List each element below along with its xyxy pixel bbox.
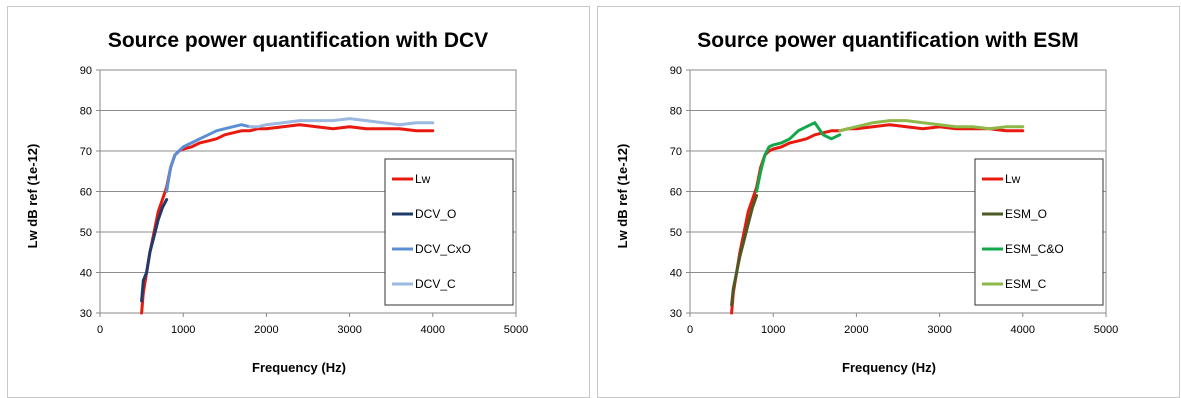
legend — [384, 158, 514, 306]
y-tick-label: 30 — [80, 308, 92, 320]
chart-panel-dcv: Source power quantification with DCV Fre… — [7, 6, 590, 398]
y-tick-label: 30 — [670, 308, 682, 320]
series-line-0 — [140, 123, 435, 315]
x-tick-label: 5000 — [504, 324, 528, 336]
x-tick-label: 1000 — [171, 324, 195, 336]
series-line-3 — [248, 117, 435, 129]
series-line-0 — [730, 123, 1025, 315]
legend-label: Lw — [415, 172, 431, 186]
x-tick-label: 1000 — [761, 324, 785, 336]
y-tick-label: 40 — [80, 268, 92, 280]
legend-label: ESM_C — [1005, 277, 1047, 291]
series-line-2 — [165, 123, 252, 193]
x-tick-label: 0 — [687, 324, 693, 336]
legend-label: DCV_C — [415, 277, 456, 291]
x-tick-label: 4000 — [421, 324, 445, 336]
y-tick-label: 90 — [670, 65, 682, 77]
y-tick-label: 70 — [670, 146, 682, 158]
legend-label: Lw — [1005, 172, 1021, 186]
x-tick-label: 2000 — [254, 324, 278, 336]
x-tick-label: 4000 — [1011, 324, 1035, 336]
y-tick-label: 50 — [80, 227, 92, 239]
y-tick-label: 90 — [80, 65, 92, 77]
legend-label: DCV_O — [415, 207, 456, 221]
series-line-1 — [730, 194, 759, 307]
legend-label: ESM_O — [1005, 207, 1047, 221]
y-axis-label: Lw dB ref (1e-12) — [25, 144, 40, 249]
y-tick-label: 40 — [670, 268, 682, 280]
x-axis-label: Frequency (Hz) — [252, 360, 346, 375]
x-tick-label: 5000 — [1094, 324, 1118, 336]
chart-panel-esm: Source power quantification with ESM Fre… — [597, 6, 1180, 398]
chart-title: Source power quantification with DCV — [108, 29, 488, 52]
legend-label: DCV_CxO — [415, 242, 471, 256]
y-tick-label: 80 — [80, 106, 92, 118]
chart-title: Source power quantification with ESM — [697, 29, 1079, 52]
x-tick-label: 3000 — [337, 324, 361, 336]
y-tick-label: 50 — [670, 227, 682, 239]
chart-esm: Source power quantification with ESM Fre… — [615, 29, 1118, 375]
series-line-2 — [755, 121, 842, 193]
x-tick-label: 2000 — [844, 324, 868, 336]
y-tick-label: 70 — [80, 146, 92, 158]
chart-dcv: Source power quantification with DCV Fre… — [25, 29, 528, 375]
legend — [974, 158, 1104, 306]
y-axis-label: Lw dB ref (1e-12) — [615, 144, 630, 249]
y-tick-label: 80 — [670, 106, 682, 118]
series-line-3 — [838, 119, 1025, 133]
series-line-1 — [140, 198, 169, 303]
x-tick-label: 3000 — [927, 324, 951, 336]
x-tick-label: 0 — [97, 324, 103, 336]
x-axis-label: Frequency (Hz) — [842, 360, 936, 375]
y-tick-label: 60 — [80, 187, 92, 199]
y-tick-label: 60 — [670, 187, 682, 199]
legend-label: ESM_C&O — [1005, 242, 1064, 256]
